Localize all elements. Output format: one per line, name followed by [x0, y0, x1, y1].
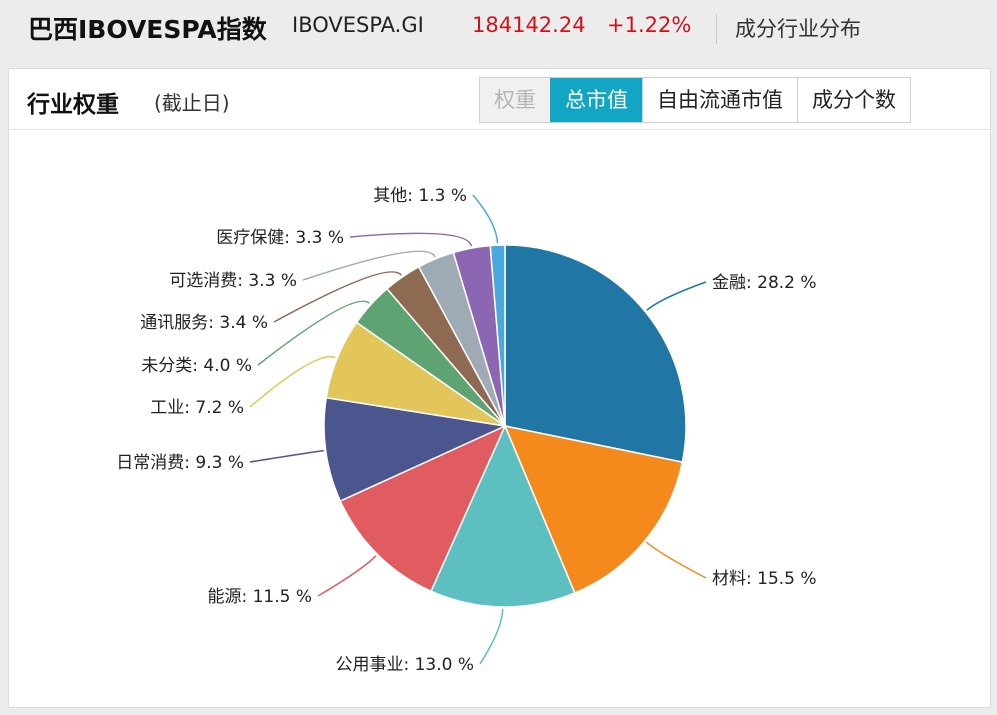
leader-line-其他 [472, 194, 499, 244]
header-divider [716, 14, 717, 44]
pie-slice-其他[interactable] [489, 244, 506, 427]
slice-label-能源: 能源: 11.5 % [207, 587, 312, 607]
leader-line-通讯服务 [273, 271, 402, 323]
leader-line-可选消费 [302, 250, 436, 281]
panel-divider [9, 129, 990, 130]
slice-label-日常消费: 日常消费: 9.3 % [116, 453, 244, 473]
leader-line-日常消费 [249, 449, 324, 463]
industry-distribution-link[interactable]: 成分行业分布 [735, 17, 861, 41]
index-code: IBOVESPA.GI [292, 13, 424, 37]
slice-label-其他: 其他: 1.3 % [373, 186, 467, 206]
pie-labels: 金融: 28.2 % 材料: 15.5 % 公用事业: 13.0 % 能源: 11.5… [116, 186, 816, 675]
index-header: 巴西IBOVESPA指数 IBOVESPA.GI 184142.24 +1.22… [0, 0, 997, 60]
pie-slice-日常消费[interactable] [323, 396, 508, 502]
slice-label-未分类: 未分类: 4.0 % [141, 356, 252, 376]
slice-label-材料: 材料: 15.5 % [712, 569, 817, 589]
leader-line-未分类 [257, 300, 370, 366]
pie-slice-能源[interactable] [339, 424, 507, 593]
leader-line-工业 [249, 356, 336, 408]
leader-line-医疗保健 [349, 232, 473, 247]
leader-line-能源 [317, 555, 377, 597]
panel-title: 行业权重 [27, 92, 119, 118]
slice-label-公用事业: 公用事业: 13.0 % [335, 655, 474, 675]
slice-label-金融: 金融: 28.2 % [712, 273, 817, 293]
slice-label-工业: 工业: 7.2 % [150, 398, 244, 418]
pie-slice-金融[interactable] [504, 244, 687, 464]
leader-line-材料 [645, 541, 707, 579]
pie-slices [323, 244, 687, 608]
leader-line-公用事业 [479, 608, 504, 665]
tab-free-float-market-cap[interactable]: 自由流通市值 [642, 78, 797, 122]
tab-total-market-cap[interactable]: 总市值 [550, 78, 642, 122]
slice-label-可选消费: 可选消费: 3.3 % [169, 271, 297, 291]
pie-slice-公用事业[interactable] [430, 424, 576, 608]
index-name: 巴西IBOVESPA指数 [28, 15, 267, 44]
slice-label-通讯服务: 通讯服务: 3.4 % [140, 313, 268, 333]
pie-slice-材料[interactable] [503, 424, 684, 594]
tab-weight[interactable]: 权重 [480, 78, 550, 122]
slice-label-医疗保健: 医疗保健: 3.3 % [216, 228, 344, 248]
pie-leader-lines [249, 194, 707, 665]
metric-tabs: 权重 总市值 自由流通市值 成分个数 [479, 77, 911, 123]
tab-constituent-count[interactable]: 成分个数 [797, 78, 910, 122]
panel-subtitle: (截止日) [154, 91, 230, 115]
index-change: +1.22% [607, 13, 692, 37]
leader-line-金融 [646, 281, 707, 311]
index-price: 184142.24 [472, 13, 586, 37]
